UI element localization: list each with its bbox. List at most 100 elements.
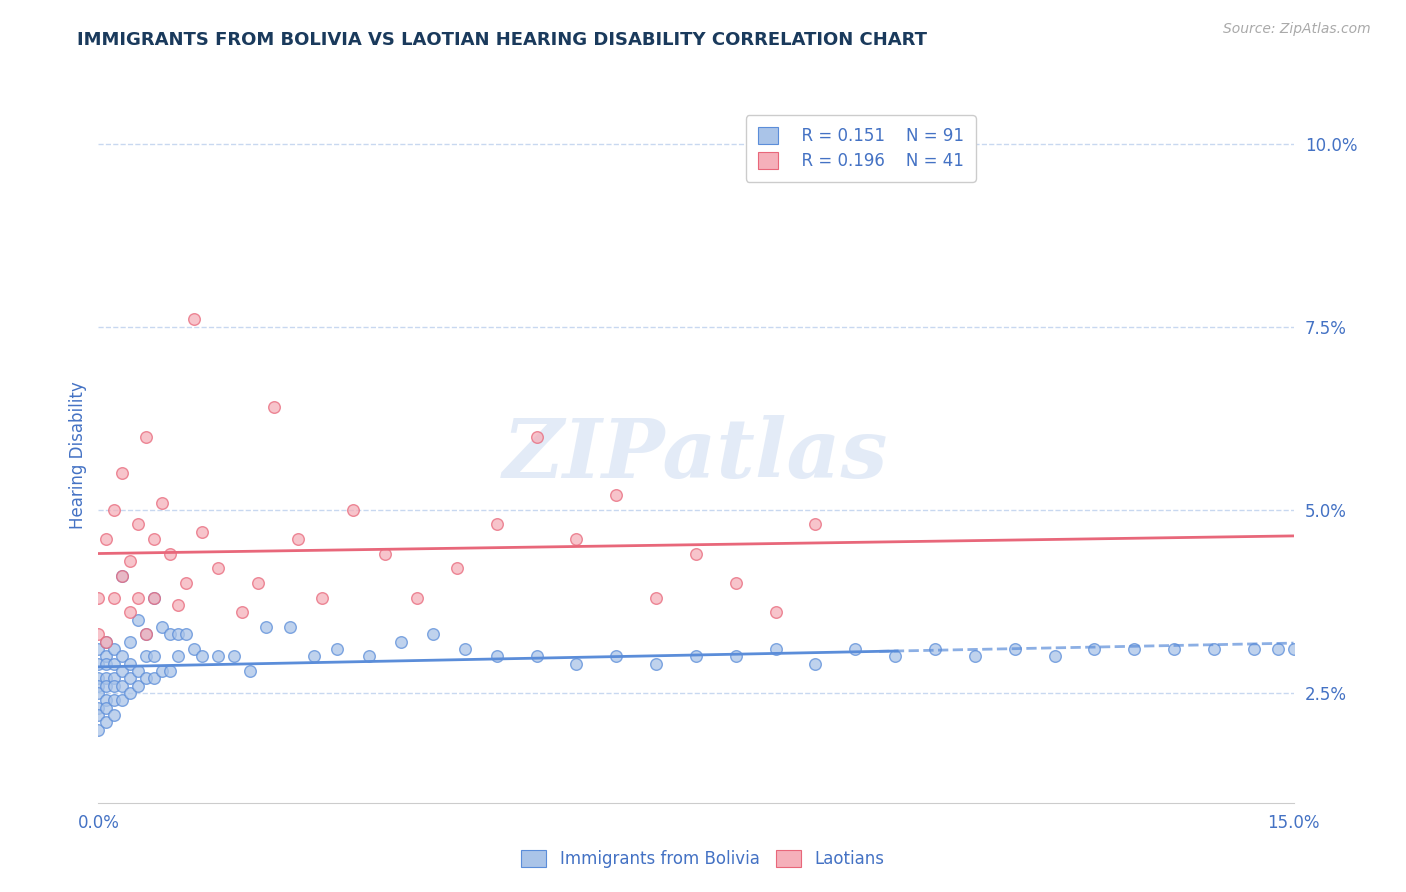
Point xyxy=(135,627,157,641)
Point xyxy=(239,664,262,678)
Point xyxy=(120,657,142,671)
Point xyxy=(111,568,134,582)
Point xyxy=(87,707,110,722)
Point xyxy=(246,576,269,591)
Point xyxy=(1243,642,1265,657)
Y-axis label: Hearing Disability: Hearing Disability xyxy=(69,381,87,529)
Point xyxy=(446,561,468,575)
Point xyxy=(103,707,125,722)
Point xyxy=(374,547,396,561)
Point xyxy=(143,591,166,605)
Point xyxy=(1267,642,1289,657)
Point xyxy=(685,547,707,561)
Point xyxy=(87,700,110,714)
Text: Source: ZipAtlas.com: Source: ZipAtlas.com xyxy=(1223,22,1371,37)
Point xyxy=(150,620,173,634)
Point xyxy=(765,606,787,620)
Legend:   R = 0.151    N = 91,   R = 0.196    N = 41: R = 0.151 N = 91, R = 0.196 N = 41 xyxy=(747,115,976,182)
Point xyxy=(526,649,548,664)
Point xyxy=(111,693,134,707)
Point xyxy=(167,627,190,641)
Point xyxy=(87,642,110,657)
Text: ZIPatlas: ZIPatlas xyxy=(503,415,889,495)
Point xyxy=(724,576,747,591)
Point xyxy=(150,495,173,509)
Point xyxy=(103,671,125,685)
Point xyxy=(422,627,444,641)
Point xyxy=(87,686,110,700)
Point xyxy=(302,649,325,664)
Point xyxy=(765,642,787,657)
Point xyxy=(159,547,181,561)
Point xyxy=(963,649,986,664)
Point xyxy=(111,467,134,481)
Point xyxy=(96,715,118,730)
Point xyxy=(96,657,118,671)
Point xyxy=(127,517,149,532)
Point xyxy=(87,627,110,641)
Point xyxy=(96,671,118,685)
Point xyxy=(96,532,118,546)
Point xyxy=(111,649,134,664)
Point xyxy=(263,401,285,415)
Point xyxy=(389,634,412,648)
Point xyxy=(120,606,142,620)
Point xyxy=(120,686,142,700)
Point xyxy=(645,591,668,605)
Point xyxy=(111,568,134,582)
Point xyxy=(1322,634,1344,648)
Point xyxy=(96,634,118,648)
Point xyxy=(96,679,118,693)
Point xyxy=(87,723,110,737)
Point xyxy=(191,524,214,539)
Point xyxy=(287,532,309,546)
Point xyxy=(1004,642,1026,657)
Point xyxy=(207,649,229,664)
Point xyxy=(127,679,149,693)
Point xyxy=(844,642,866,657)
Point xyxy=(924,642,946,657)
Point xyxy=(406,591,429,605)
Point xyxy=(167,598,190,612)
Point xyxy=(103,503,125,517)
Point xyxy=(159,627,181,641)
Point xyxy=(183,312,205,326)
Text: IMMIGRANTS FROM BOLIVIA VS LAOTIAN HEARING DISABILITY CORRELATION CHART: IMMIGRANTS FROM BOLIVIA VS LAOTIAN HEARI… xyxy=(77,31,928,49)
Point xyxy=(150,664,173,678)
Point xyxy=(311,591,333,605)
Point xyxy=(326,642,349,657)
Point xyxy=(103,642,125,657)
Point xyxy=(359,649,381,664)
Point xyxy=(174,576,197,591)
Point xyxy=(804,517,827,532)
Point xyxy=(191,649,214,664)
Point xyxy=(485,649,508,664)
Point xyxy=(1083,642,1105,657)
Point xyxy=(565,532,588,546)
Point xyxy=(1346,634,1368,648)
Point xyxy=(1298,642,1320,657)
Point xyxy=(222,649,245,664)
Point xyxy=(120,634,142,648)
Point xyxy=(96,700,118,714)
Point xyxy=(207,561,229,575)
Point xyxy=(278,620,301,634)
Point xyxy=(565,657,588,671)
Point xyxy=(884,649,907,664)
Point xyxy=(1043,649,1066,664)
Point xyxy=(96,649,118,664)
Point xyxy=(87,591,110,605)
Legend: Immigrants from Bolivia, Laotians: Immigrants from Bolivia, Laotians xyxy=(515,843,891,875)
Point xyxy=(127,664,149,678)
Point xyxy=(685,649,707,664)
Point xyxy=(1202,642,1225,657)
Point xyxy=(96,693,118,707)
Point xyxy=(103,591,125,605)
Point xyxy=(724,649,747,664)
Point xyxy=(96,634,118,648)
Point xyxy=(120,671,142,685)
Point xyxy=(87,671,110,685)
Point xyxy=(1163,642,1185,657)
Point xyxy=(1282,642,1305,657)
Point xyxy=(454,642,477,657)
